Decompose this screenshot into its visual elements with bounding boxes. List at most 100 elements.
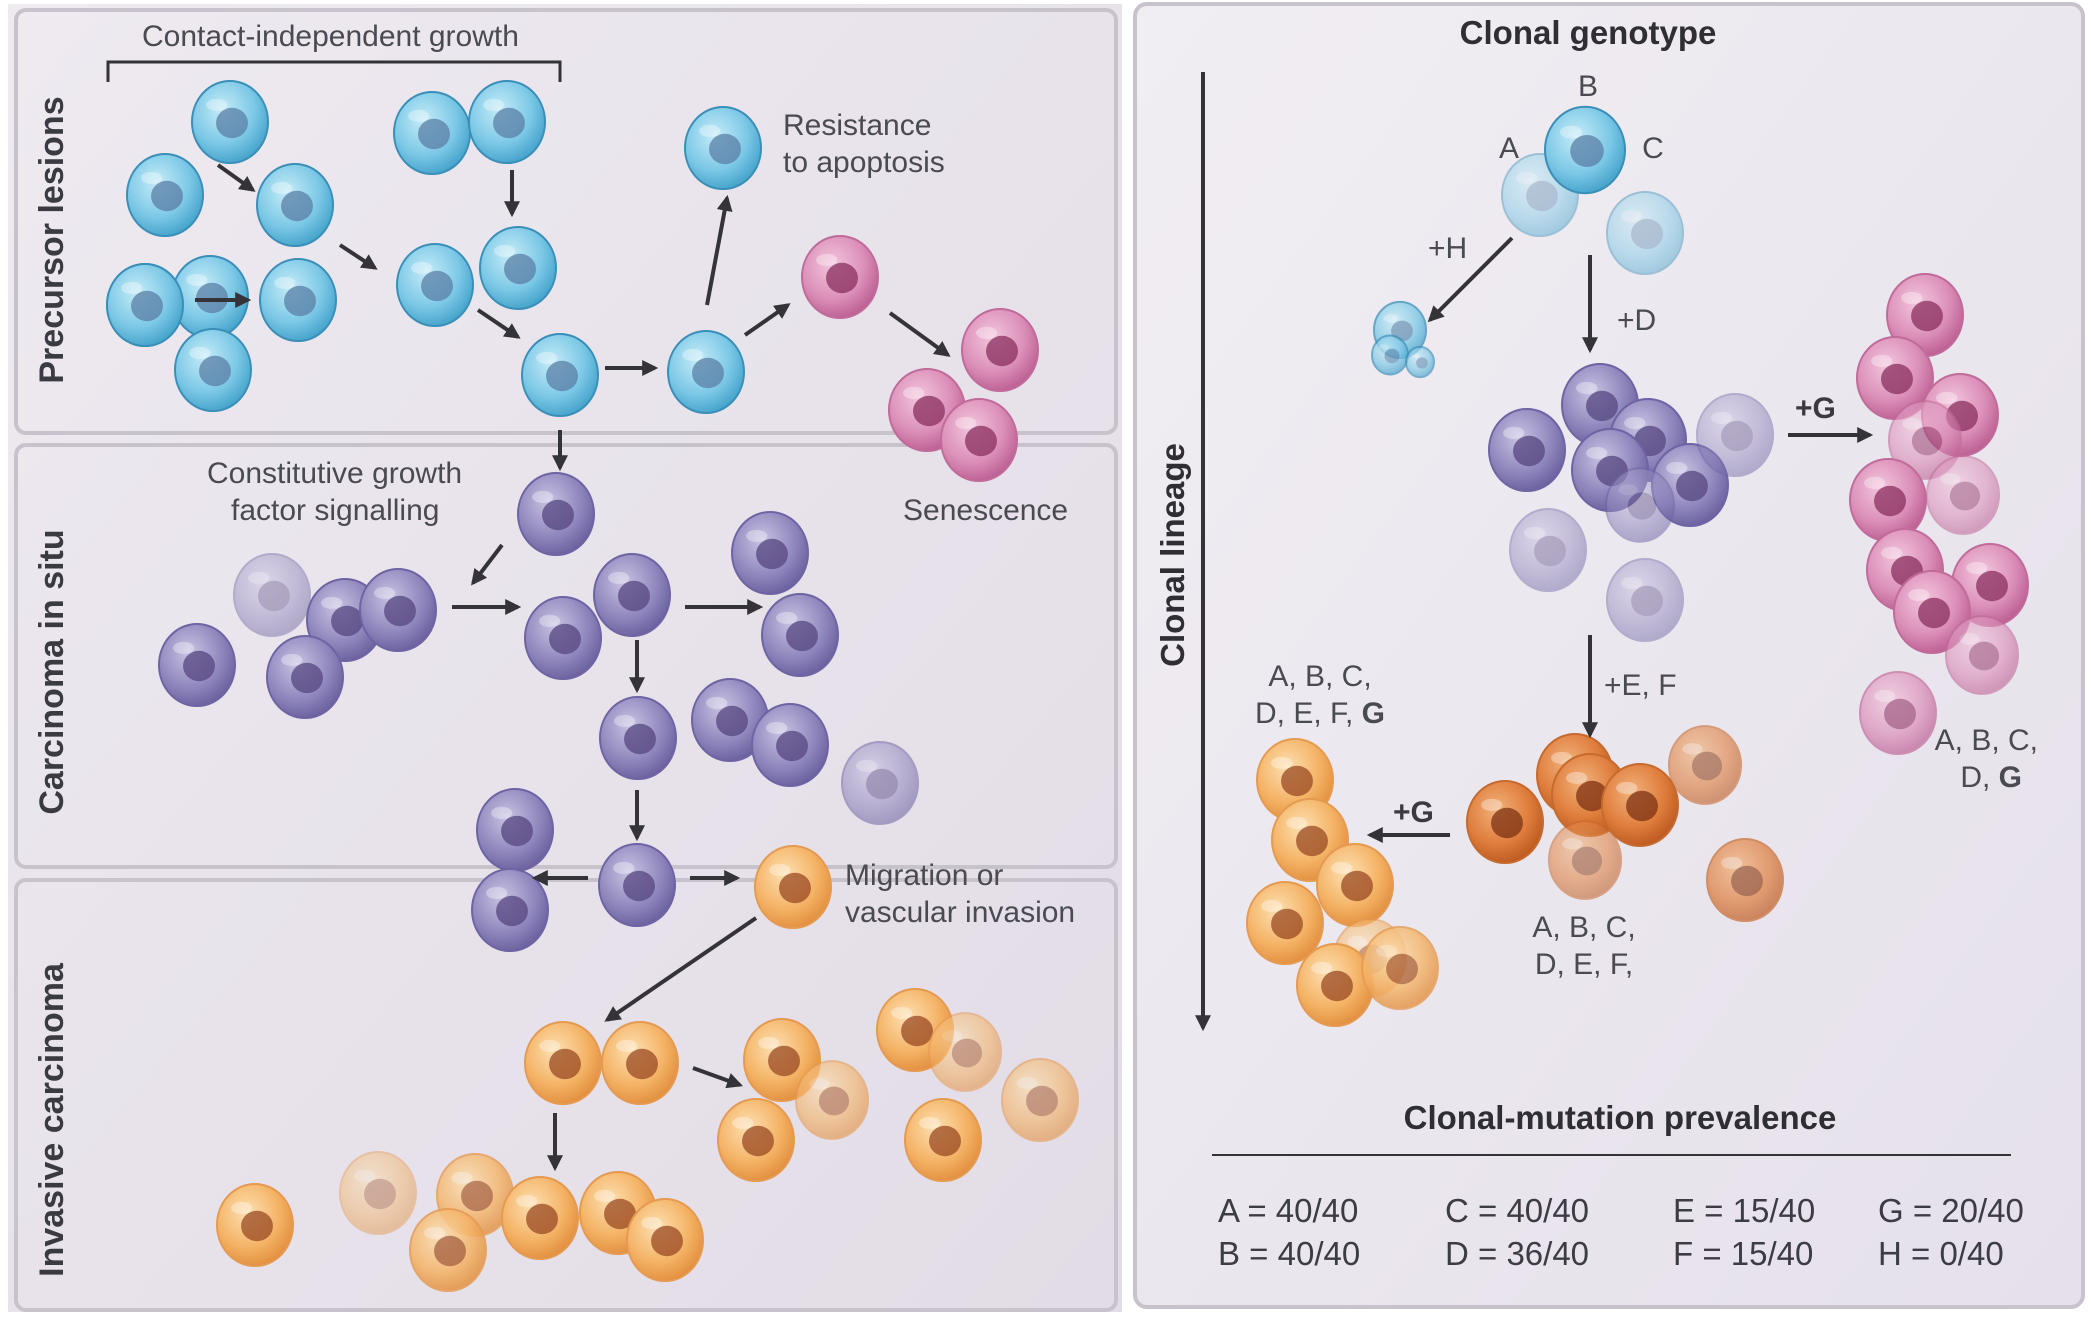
cell-nucleus: [1676, 470, 1708, 502]
label-resistance-1: Resistance: [783, 109, 931, 142]
precursor-panel: [14, 8, 1118, 435]
cell-nucleus: [526, 1203, 558, 1235]
arrow: [471, 543, 504, 586]
cell-nucleus: [709, 133, 741, 165]
genotype-pink-line2: D, G: [1960, 761, 2022, 794]
cell-highlight: [1271, 756, 1293, 769]
cell-highlight: [1616, 781, 1638, 794]
orange-cell: [795, 1060, 869, 1140]
cell-nucleus: [151, 180, 183, 212]
pink-cell: [1849, 457, 1927, 543]
genotype-left-line1: A, B, C,: [1268, 660, 1371, 693]
blue-cell: [1606, 190, 1684, 276]
cell-nucleus: [1321, 970, 1353, 1002]
cell-highlight: [1936, 391, 1958, 404]
cell-highlight: [1666, 461, 1688, 474]
genotype-pink-bold: G: [1999, 761, 2022, 794]
cell-highlight: [1908, 588, 1930, 601]
blue-cell: [1544, 105, 1626, 195]
orange-cell: [626, 1197, 704, 1283]
cell-highlight: [491, 806, 513, 819]
cell-highlight: [1331, 861, 1353, 874]
prevalence-title: Clonal-mutation prevalence: [1404, 1099, 1837, 1136]
step-label-ef: +E, F: [1604, 669, 1677, 702]
orange-cell: [1296, 942, 1374, 1028]
cell-nucleus: [786, 620, 818, 652]
arrow: [338, 243, 378, 270]
cell-nucleus: [1918, 597, 1950, 629]
cell-highlight: [1481, 798, 1503, 811]
side-label-precursor: Precursor lesions: [33, 96, 71, 383]
pink-cell: [1893, 569, 1971, 655]
cell-highlight: [189, 346, 211, 359]
cell-body: [1945, 615, 2019, 695]
cell-highlight: [903, 386, 925, 399]
pink-cell: [801, 234, 879, 320]
cell-body: [1888, 400, 1962, 480]
cell-body: [1509, 507, 1587, 593]
cell-highlight: [354, 1169, 376, 1182]
cell-nucleus: [1968, 641, 2000, 671]
purple-cell: [158, 622, 236, 708]
cell-highlight: [1551, 751, 1573, 764]
cell-nucleus: [421, 270, 453, 302]
pink-cell: [961, 307, 1039, 393]
blue-cell: [521, 332, 599, 418]
cell-nucleus: [929, 1125, 961, 1157]
arrow: [888, 311, 951, 357]
cell-nucleus: [542, 499, 574, 531]
cell-highlight: [1516, 171, 1538, 184]
cell-nucleus: [331, 605, 363, 637]
orange-cell: [501, 1175, 579, 1261]
cell-body: [841, 740, 919, 826]
cell-highlight: [746, 529, 768, 542]
cell-nucleus: [1526, 180, 1558, 212]
cell-highlight: [1016, 1076, 1038, 1089]
dark-orange-cell: [1668, 725, 1742, 805]
orange-cell: [1246, 880, 1324, 966]
pink-cell: [1945, 615, 2019, 695]
cell-nucleus: [1949, 481, 1981, 511]
cell-highlight: [374, 586, 396, 599]
cell-highlight: [1524, 526, 1546, 539]
clonal-genotype-title: Clonal genotype: [1460, 14, 1717, 51]
cell-nucleus: [1874, 485, 1906, 517]
pink-cell: [1926, 455, 2000, 535]
prevalence-c: C = 40/40: [1445, 1192, 1589, 1229]
cell-highlight: [451, 1171, 473, 1184]
clone-label-a: A: [1499, 132, 1519, 165]
cell-body: [233, 552, 311, 638]
purple-cell: [476, 787, 554, 873]
arrow: [604, 916, 758, 1022]
label-resistance-2: to apoptosis: [783, 146, 945, 179]
prevalence-a: A = 40/40: [1218, 1192, 1358, 1229]
cell-highlight: [1261, 899, 1283, 912]
cell-nucleus: [1281, 765, 1313, 797]
prevalence-h: H = 0/40: [1878, 1235, 2004, 1272]
cell-nucleus: [291, 662, 323, 694]
cell-nucleus: [546, 360, 578, 392]
cell-nucleus: [1570, 135, 1604, 167]
cell-nucleus: [1884, 698, 1916, 730]
cells-layer: [106, 79, 2029, 1293]
blue-cell: [106, 262, 184, 348]
blue-cell: [191, 79, 269, 165]
cell-highlight: [776, 611, 798, 624]
cell-highlight: [321, 596, 343, 609]
pink-cell: [1859, 670, 1937, 756]
blue-cell: [667, 329, 745, 415]
cell-highlight: [1682, 743, 1703, 755]
cell-body: [1405, 345, 1435, 379]
cell-highlight: [732, 1116, 754, 1129]
arrow: [216, 163, 256, 192]
cell-nucleus: [241, 1210, 273, 1242]
cell-nucleus: [818, 1086, 850, 1116]
cell-nucleus: [1571, 846, 1603, 876]
cell-highlight: [494, 244, 516, 257]
cell-nucleus: [1626, 790, 1658, 822]
cell-highlight: [976, 326, 998, 339]
cell-highlight: [1624, 416, 1646, 429]
genotype-orange-line1: A, B, C,: [1532, 911, 1635, 944]
cell-nucleus: [199, 355, 231, 387]
prevalence-g: G = 20/40: [1878, 1192, 2024, 1229]
